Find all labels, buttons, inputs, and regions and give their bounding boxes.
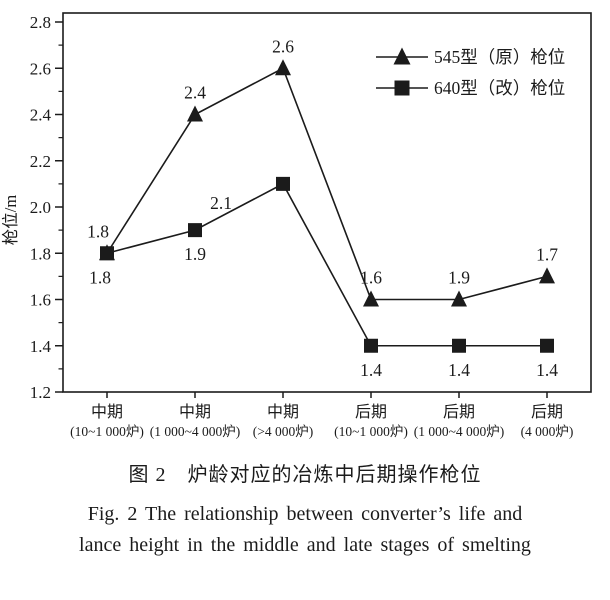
x-axis: 中期 (10~1 000炉) 中期 (1 000~4 000炉) 中期 (>4 000炉)… <box>70 392 573 439</box>
y-axis-tick-label: 2.8 <box>30 13 51 32</box>
square-marker <box>100 246 114 261</box>
x-category-range-label: (4 000炉) <box>521 424 574 439</box>
y-axis-tick-label: 2.2 <box>30 152 51 171</box>
triangle-marker <box>275 59 291 76</box>
y-axis-tick-label: 2.6 <box>30 59 51 78</box>
x-category-stage-label: 中期 <box>267 403 299 421</box>
y-axis-tick-label: 2.0 <box>30 198 51 217</box>
line-chart: 1.2 1.4 1.6 1.8 2.0 2.2 2.4 2.6 2.8 枪位/m 中期 (10~1 0… <box>1 12 592 439</box>
triangle-marker <box>451 290 467 307</box>
x-category-stage-label: 中期 <box>91 403 123 421</box>
y-axis-tick-label: 2.4 <box>30 106 52 125</box>
x-category-range-label: (10~1 000炉) <box>70 424 144 439</box>
point-label: 1.6 <box>360 268 382 288</box>
legend: 545型（原）枪位 640型（改）枪位 <box>376 47 565 98</box>
legend-label: 640型（改）枪位 <box>434 78 565 98</box>
triangle-marker <box>393 47 411 65</box>
caption-english-line2: lance height in the middle and late stag… <box>79 534 531 556</box>
x-category-stage-label: 后期 <box>443 403 475 421</box>
point-label: 1.8 <box>87 221 109 241</box>
square-marker <box>394 80 410 96</box>
square-marker <box>540 338 554 353</box>
series-640: 1.8 1.9 2.1 1.4 1.4 1.4 <box>89 176 558 380</box>
point-label: 2.4 <box>184 83 206 103</box>
triangle-marker <box>187 105 203 122</box>
y-axis-title: 枪位/m <box>1 195 20 246</box>
y-axis-tick-label: 1.4 <box>30 337 52 356</box>
legend-label: 545型（原）枪位 <box>434 47 565 67</box>
triangle-marker <box>539 267 555 284</box>
series-545: 1.8 2.4 2.6 1.6 1.9 1.7 <box>87 36 558 307</box>
point-label: 2.6 <box>272 36 294 56</box>
y-axis-tick-label: 1.8 <box>30 244 51 263</box>
square-marker <box>276 176 290 191</box>
chart-svg: 1.2 1.4 1.6 1.8 2.0 2.2 2.4 2.6 2.8 枪位/m 中期 (10~1 0… <box>1 12 592 439</box>
y-axis-tick-label: 1.2 <box>30 383 51 402</box>
caption-english-line1: Fig. 2 The relationship between converte… <box>87 503 523 525</box>
x-category-range-label: (1 000~4 000炉) <box>414 424 505 439</box>
point-label: 1.4 <box>360 360 382 380</box>
plot-border <box>62 12 592 393</box>
x-category-stage-label: 后期 <box>531 403 563 421</box>
point-label: 1.4 <box>536 360 558 380</box>
x-category-stage-label: 中期 <box>179 403 211 421</box>
x-category-range-label: (>4 000炉) <box>253 424 313 439</box>
square-marker <box>452 338 466 353</box>
point-label: 2.1 <box>210 193 232 213</box>
caption-chinese: 图 2 炉龄对应的冶炼中后期操作枪位 <box>128 464 482 486</box>
triangle-marker <box>363 290 379 307</box>
x-category-range-label: (1 000~4 000炉) <box>150 424 241 439</box>
point-label: 1.7 <box>536 244 558 264</box>
point-label: 1.4 <box>448 360 470 380</box>
series-line <box>106 67 548 301</box>
point-label: 1.9 <box>184 244 206 264</box>
y-axis: 1.2 1.4 1.6 1.8 2.0 2.2 2.4 2.6 2.8 <box>30 13 63 402</box>
y-axis-tick-label: 1.6 <box>30 291 51 310</box>
x-category-stage-label: 后期 <box>355 403 387 421</box>
square-marker <box>188 223 202 238</box>
series-line <box>106 182 547 347</box>
point-label: 1.8 <box>89 267 111 287</box>
x-category-range-label: (10~1 000炉) <box>334 424 408 439</box>
square-marker <box>364 338 378 353</box>
point-label: 1.9 <box>448 268 470 288</box>
